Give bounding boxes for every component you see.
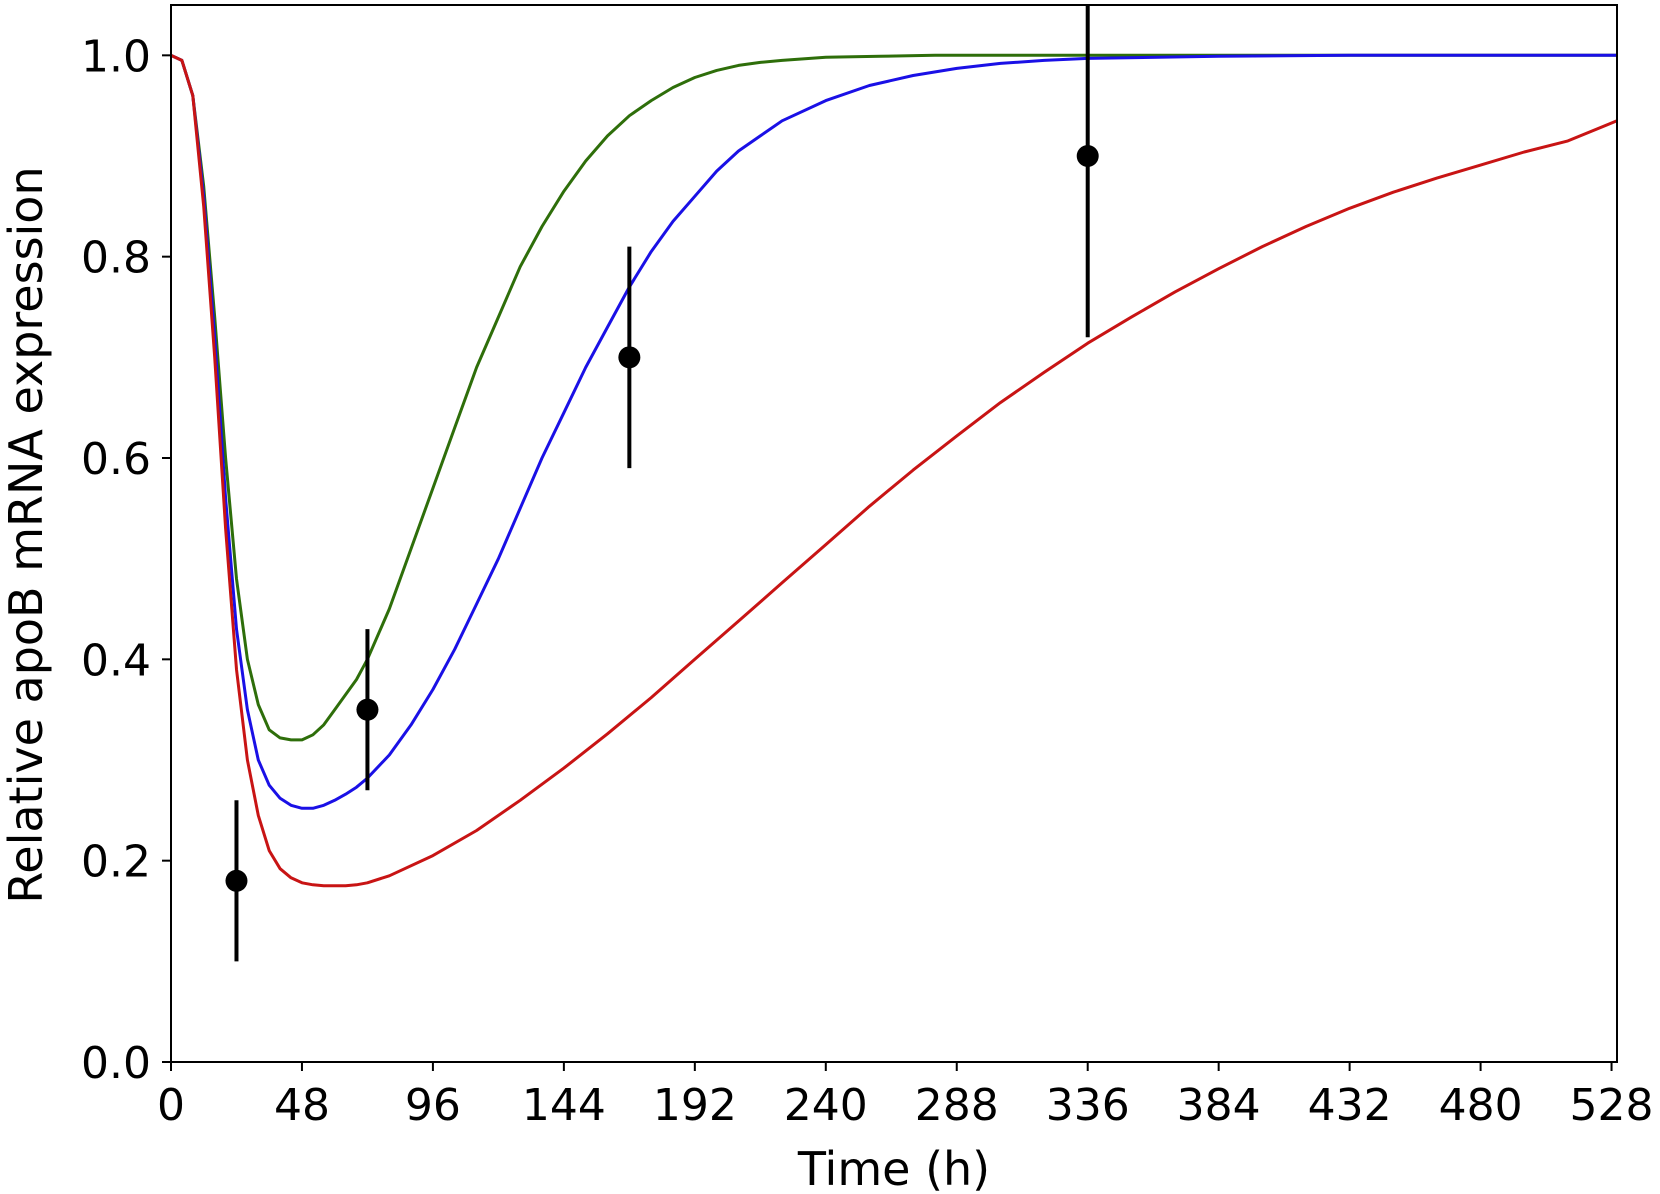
series-line-2 [171, 53, 1617, 810]
data-point [618, 346, 641, 369]
y-tick-label: 0.8 [81, 233, 151, 284]
x-axis-label: Time (h) [797, 1142, 990, 1194]
axes-frame [170, 4, 1618, 1063]
x-tick-label: 96 [405, 1080, 461, 1131]
y-tick-label: 1.0 [81, 31, 151, 82]
x-tick-label: 528 [1570, 1080, 1654, 1131]
series-line-1 [171, 53, 1617, 742]
series-line-3 [171, 53, 1617, 888]
x-tick-label: 144 [522, 1080, 606, 1131]
y-tick-label: 0.6 [81, 434, 151, 485]
data-point [225, 869, 248, 892]
x-tick-label: 240 [784, 1080, 868, 1131]
x-tick-label: 432 [1308, 1080, 1392, 1131]
data-point [356, 698, 379, 721]
x-tick-label: 336 [1046, 1080, 1130, 1131]
data-point [1076, 145, 1099, 167]
plot-area [171, 5, 1617, 962]
ticks: 0 48 96 144 192 240 288 336 384 432 480 528 0.0 0.2 0.… [81, 31, 1654, 1131]
y-tick-label: 0.2 [81, 837, 151, 888]
x-tick-label: 192 [653, 1080, 737, 1131]
x-tick-label: 480 [1439, 1080, 1523, 1131]
x-tick-label: 0 [157, 1080, 185, 1131]
y-tick-label: 0.0 [81, 1038, 151, 1089]
y-tick-label: 0.4 [81, 635, 151, 686]
x-tick-label: 384 [1177, 1080, 1261, 1131]
x-tick-label: 288 [915, 1080, 999, 1131]
x-tick-label: 48 [274, 1080, 330, 1131]
y-axis-label: Relative apoB mRNA expression [0, 166, 53, 903]
